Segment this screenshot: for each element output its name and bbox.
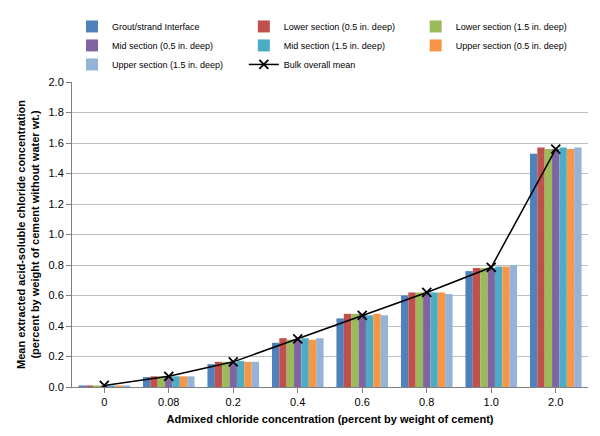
svg-text:Admixed chloride concentration: Admixed chloride concentration (percent …	[167, 413, 494, 425]
svg-text:1.6: 1.6	[49, 137, 64, 149]
svg-text:0.6: 0.6	[355, 396, 370, 408]
svg-text:Upper section (1.5 in. deep): Upper section (1.5 in. deep)	[112, 60, 223, 70]
svg-text:2.0: 2.0	[49, 76, 64, 88]
svg-text:0.2: 0.2	[49, 350, 64, 362]
svg-text:Lower section (0.5 in. deep): Lower section (0.5 in. deep)	[284, 22, 395, 32]
svg-text:Mid section (1.5 in. deep): Mid section (1.5 in. deep)	[284, 41, 385, 51]
svg-text:Mid section (0.5 in. deep): Mid section (0.5 in. deep)	[112, 41, 213, 51]
svg-text:1.2: 1.2	[49, 198, 64, 210]
svg-text:1.4: 1.4	[49, 167, 64, 179]
svg-text:0.2: 0.2	[226, 396, 241, 408]
svg-text:0.4: 0.4	[290, 396, 305, 408]
svg-text:Mean extracted acid-soluble ch: Mean extracted acid-soluble chloride con…	[15, 100, 41, 369]
svg-text:2.0: 2.0	[548, 396, 563, 408]
svg-text:1.0: 1.0	[49, 228, 64, 240]
svg-text:0.0: 0.0	[49, 381, 64, 393]
svg-text:0.8: 0.8	[49, 259, 64, 271]
svg-text:Bulk overall mean: Bulk overall mean	[284, 60, 356, 70]
svg-text:0.8: 0.8	[419, 396, 434, 408]
svg-text:0.4: 0.4	[49, 320, 64, 332]
svg-text:0.6: 0.6	[49, 289, 64, 301]
svg-text:Upper section (0.5 in. deep): Upper section (0.5 in. deep)	[456, 41, 567, 51]
svg-text:0.08: 0.08	[158, 396, 179, 408]
svg-text:0: 0	[101, 396, 107, 408]
svg-text:Grout/strand Interface: Grout/strand Interface	[112, 22, 200, 32]
svg-text:1.0: 1.0	[484, 396, 499, 408]
svg-text:1.8: 1.8	[49, 106, 64, 118]
svg-text:Lower section (1.5 in. deep): Lower section (1.5 in. deep)	[456, 22, 567, 32]
